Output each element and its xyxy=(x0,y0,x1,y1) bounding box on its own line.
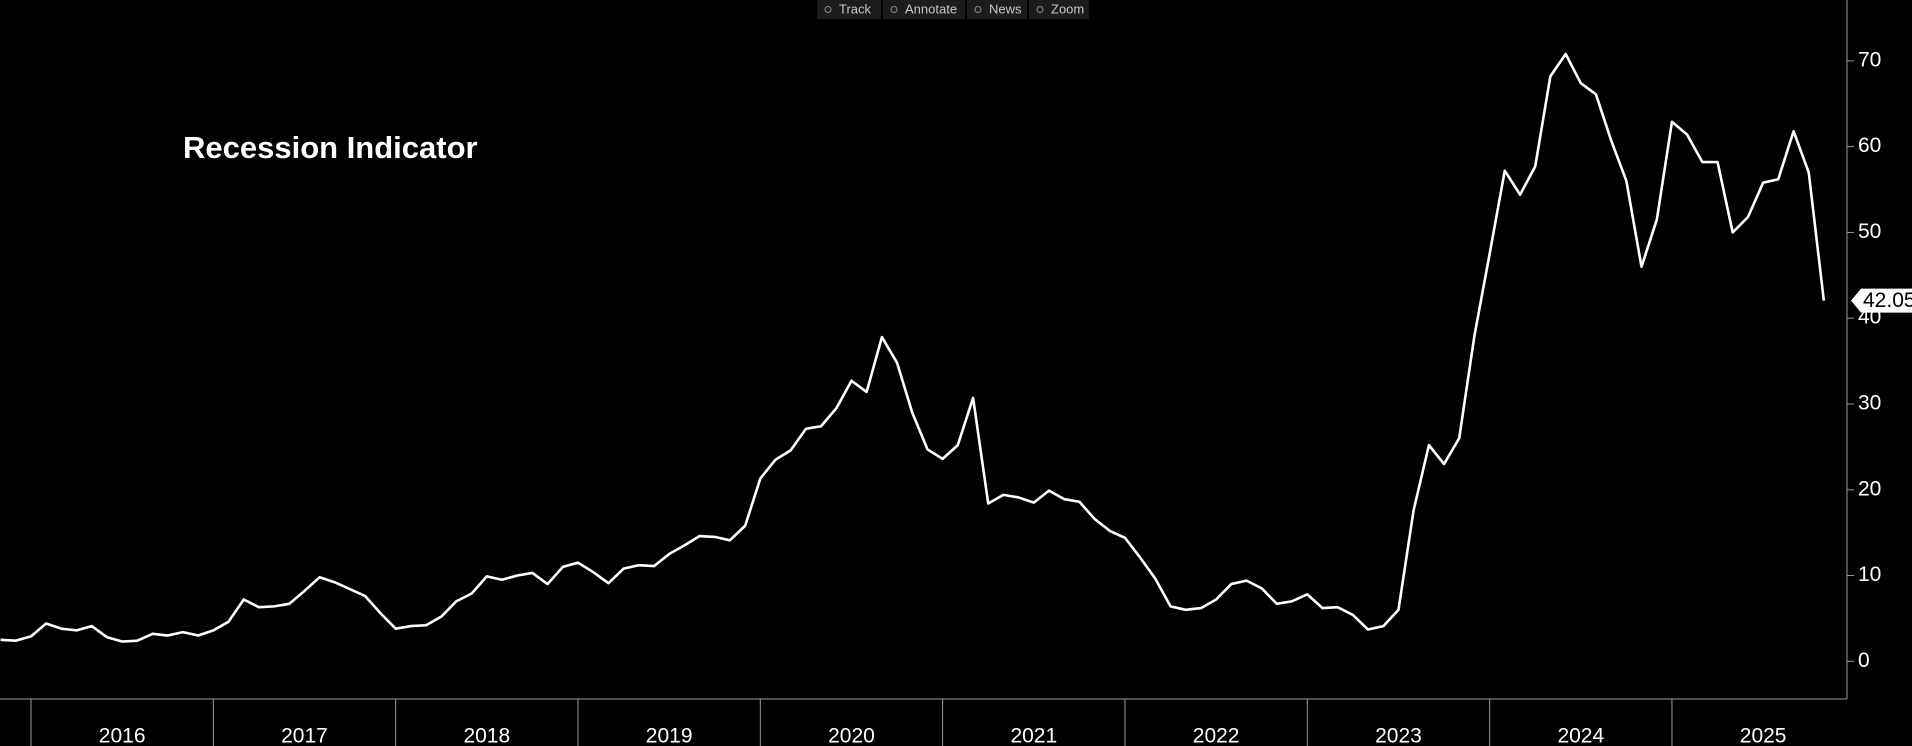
last-value-label: 42.05 xyxy=(1863,289,1912,312)
data-line xyxy=(0,52,1826,643)
y-tick-label: 30 xyxy=(1858,392,1881,415)
button-icon xyxy=(1036,6,1044,13)
y-tick-label: 50 xyxy=(1858,220,1881,243)
button-bg xyxy=(967,0,1027,19)
x-tick-label: 2024 xyxy=(1557,725,1604,746)
last-value-tag xyxy=(1851,288,1912,313)
button-bg xyxy=(883,0,965,19)
toolbar-button[interactable]: Zoom xyxy=(1029,0,1089,19)
x-tick-label: 2016 xyxy=(99,725,146,746)
x-tick-label: 2018 xyxy=(463,725,510,746)
button-label: Zoom xyxy=(1051,1,1084,16)
y-tick-label: 60 xyxy=(1858,134,1881,157)
toolbar: Track Annotate News Zoom xyxy=(817,0,1089,19)
x-tick-label: 2020 xyxy=(828,725,875,746)
x-tick-label: 2023 xyxy=(1375,725,1422,746)
button-label: Annotate xyxy=(905,1,957,16)
x-tick-label: 2025 xyxy=(1740,725,1787,746)
y-tick-label: 0 xyxy=(1858,649,1870,672)
x-tick-label: 2022 xyxy=(1193,725,1240,746)
y-tick-label: 20 xyxy=(1858,477,1881,500)
button-label: News xyxy=(989,1,1022,16)
y-tick-label: 10 xyxy=(1858,563,1881,586)
toolbar-button[interactable]: Track xyxy=(817,0,881,19)
button-icon xyxy=(890,6,898,13)
x-tick-label: 2021 xyxy=(1010,725,1057,746)
y-tick-label: 70 xyxy=(1858,48,1881,71)
chart-title: Recession Indicator xyxy=(183,130,478,165)
x-tick-label: 2017 xyxy=(281,725,328,746)
toolbar-button[interactable]: News xyxy=(967,0,1027,19)
button-bg xyxy=(817,0,881,19)
button-icon xyxy=(974,6,982,13)
x-tick-label: 2019 xyxy=(646,725,693,746)
button-icon xyxy=(824,6,832,13)
toolbar-button[interactable]: Annotate xyxy=(883,0,965,19)
button-bg xyxy=(1029,0,1089,19)
button-label: Track xyxy=(839,1,872,16)
